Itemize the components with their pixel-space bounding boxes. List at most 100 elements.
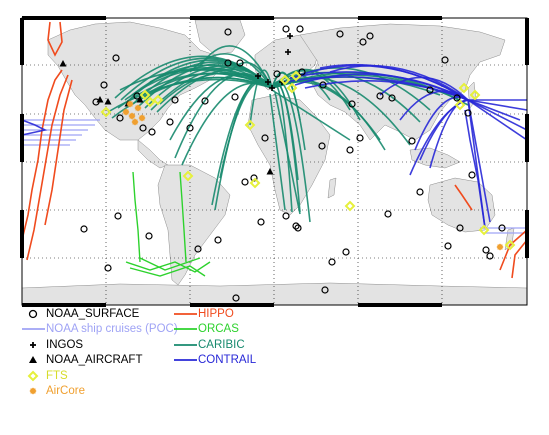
- noaa-surface-marker: [408, 137, 416, 145]
- legend-label: NOAA ship cruises (POC): [46, 323, 178, 336]
- legend-item: INGOS: [20, 337, 178, 353]
- noaa-surface-marker: [486, 252, 494, 260]
- legend-item: HIPPO: [172, 306, 256, 322]
- legend-symbol: [20, 384, 46, 398]
- legend-symbol: [172, 338, 198, 352]
- legend-symbol: [20, 322, 46, 336]
- orcas-track: [129, 265, 206, 277]
- legend-label: INGOS: [46, 338, 84, 351]
- aircore-marker: [497, 244, 503, 250]
- noaa-surface-marker: [321, 286, 329, 294]
- fts-marker: [286, 82, 298, 94]
- contrail-track: [414, 96, 469, 151]
- contrail-track: [329, 64, 469, 101]
- contrail-track: [319, 63, 469, 101]
- noaa-surface-marker: [464, 109, 472, 117]
- noaa-surface-marker: [224, 28, 232, 36]
- legend-label: ORCAS: [198, 323, 239, 336]
- legend-item: CARIBIC: [172, 337, 256, 353]
- hippo-track: [47, 21, 63, 57]
- aircore-marker: [132, 119, 138, 125]
- line-symbol-icon: [174, 343, 197, 346]
- line-symbol-icon: [174, 312, 197, 315]
- noaa-surface-marker: [356, 134, 364, 142]
- noaa-surface-marker: [444, 242, 452, 250]
- aircore-marker: [135, 105, 141, 111]
- fts-marker: [100, 106, 112, 118]
- land-madagascar: [327, 177, 337, 199]
- noaa-surface-marker: [359, 38, 367, 46]
- noaa-surface-marker: [261, 134, 269, 142]
- legend-label: NOAA_AIRCRAFT: [46, 354, 143, 367]
- noaa-surface-marker: [366, 32, 374, 40]
- legend-symbol: [20, 307, 46, 321]
- legend-label: CONTRAIL: [198, 354, 257, 367]
- fts-marker: [458, 82, 470, 94]
- circle-symbol-icon: [28, 309, 38, 318]
- legend-star-glyph: [29, 387, 37, 395]
- fts-marker: [290, 70, 302, 82]
- noaa-surface-marker: [282, 212, 290, 220]
- noaa-surface-marker: [294, 224, 302, 232]
- noaa-surface-marker: [241, 178, 249, 186]
- noaa-surface-marker: [318, 142, 326, 150]
- legend-item: FTS: [20, 368, 178, 384]
- frame-ticks: [20, 16, 529, 307]
- legend-item: CONTRAIL: [172, 353, 256, 369]
- noaa-surface-marker: [224, 59, 232, 67]
- legend-left: NOAA_SURFACE NOAA ship cruises (POC) INGOS…: [20, 306, 178, 399]
- fts-marker: [144, 96, 156, 108]
- legend-triangle-glyph: [29, 356, 37, 364]
- contrail-tracks: [21, 63, 528, 229]
- orcas-track: [139, 257, 201, 271]
- caribic-track: [274, 91, 301, 215]
- line-symbol-icon: [174, 359, 197, 362]
- legend-item: ORCAS: [172, 322, 256, 338]
- noaa-surface-marker: [416, 188, 424, 196]
- hippo-tracks: [21, 21, 528, 279]
- contrail-track: [464, 109, 486, 229]
- noaa-surface-marker: [112, 54, 120, 62]
- noaa-surface-marker: [346, 146, 354, 154]
- line-symbol-icon: [174, 328, 197, 331]
- noaa-surface-marker: [388, 94, 396, 102]
- noaa-surface-marker: [139, 124, 147, 132]
- noaa-aircraft-marker: [96, 96, 104, 103]
- contrail-track: [379, 76, 469, 101]
- fts-marker: [454, 99, 466, 111]
- legend-symbol: [20, 353, 46, 367]
- aircore-marker: [139, 115, 145, 121]
- hippo-track: [44, 79, 73, 226]
- noaa-surface-marker: [214, 236, 222, 244]
- caribic-tracks: [107, 45, 469, 223]
- contrail-track: [467, 99, 528, 141]
- noaa-surface-marker: [426, 86, 434, 94]
- legend-symbol: [172, 322, 198, 336]
- legend-symbol: [172, 353, 198, 367]
- contrail-track: [21, 119, 48, 136]
- noaa-aircraft-marker: [104, 98, 112, 105]
- noaa-surface-marker: [298, 68, 306, 76]
- noaa-surface-marker: [342, 248, 350, 256]
- contrail-track: [429, 99, 469, 169]
- noaa-surface-marker: [456, 224, 464, 232]
- noaa-surface-marker: [80, 225, 88, 233]
- noaa-surface-marker: [292, 222, 300, 230]
- aircore-marker: [127, 101, 133, 107]
- line-symbol-icon: [22, 328, 45, 331]
- fts-marker: [182, 170, 194, 182]
- noaa-surface-marker: [296, 25, 304, 33]
- fts-marker: [279, 74, 291, 86]
- hippo-track: [21, 69, 63, 241]
- caribic-track: [269, 93, 286, 211]
- legend-label: HIPPO: [198, 307, 234, 320]
- orcas-track: [125, 261, 211, 273]
- aircore-sites: [122, 100, 504, 251]
- contrail-track: [467, 99, 528, 111]
- graticule: [22, 18, 527, 305]
- noaa-surface-marker: [498, 224, 506, 232]
- noaa-surface-marker: [194, 245, 202, 253]
- noaa-surface-marker: [186, 124, 194, 132]
- noaa-surface-marker: [453, 94, 461, 102]
